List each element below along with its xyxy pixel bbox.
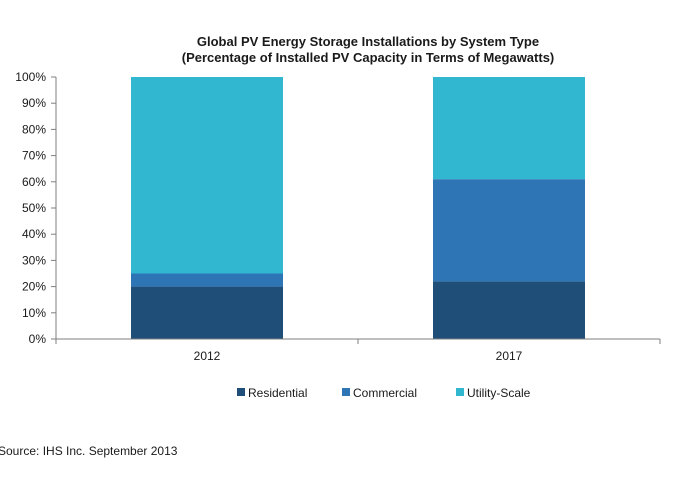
legend-swatch-residential	[237, 388, 245, 396]
bar-2017-residential	[433, 281, 585, 339]
chart-title: Global PV Energy Storage Installations b…	[197, 34, 539, 49]
bar-2012-commercial	[131, 273, 283, 287]
y-tick-label: 50%	[22, 201, 46, 215]
bars-layer	[131, 77, 585, 339]
bar-2012-residential	[131, 286, 283, 339]
y-tick-label: 10%	[22, 306, 46, 320]
x-category-label: 2017	[496, 349, 523, 363]
chart-subtitle: (Percentage of Installed PV Capacity in …	[182, 50, 555, 65]
legend-swatch-commercial	[342, 388, 350, 396]
y-tick-label: 70%	[22, 149, 46, 163]
legend-label-commercial: Commercial	[353, 386, 417, 400]
y-tick-label: 0%	[29, 332, 47, 346]
y-tick-label: 60%	[22, 175, 46, 189]
legend-label-residential: Residential	[248, 386, 307, 400]
bar-2017-commercial	[433, 179, 585, 282]
legend-label-utility-scale: Utility-Scale	[467, 386, 531, 400]
y-tick-label: 80%	[22, 122, 46, 136]
y-tick-label: 40%	[22, 227, 46, 241]
bar-2017-utility-scale	[433, 77, 585, 180]
y-tick-label: 30%	[22, 253, 46, 267]
source-note: Source: IHS Inc. September 2013	[0, 444, 178, 458]
bar-2012-utility-scale	[131, 77, 283, 274]
axis-layer: 0% 10% 20% 30% 40% 50% 60% 70% 80% 90% 100% 2012 201…	[15, 70, 661, 363]
legend-swatch-utility-scale	[456, 388, 464, 396]
x-category-label: 2012	[194, 349, 221, 363]
y-tick-label: 100%	[15, 70, 46, 84]
y-tick-label: 20%	[22, 280, 46, 294]
legend: Residential Commercial Utility-Scale	[237, 386, 531, 400]
y-tick-label: 90%	[22, 96, 46, 110]
